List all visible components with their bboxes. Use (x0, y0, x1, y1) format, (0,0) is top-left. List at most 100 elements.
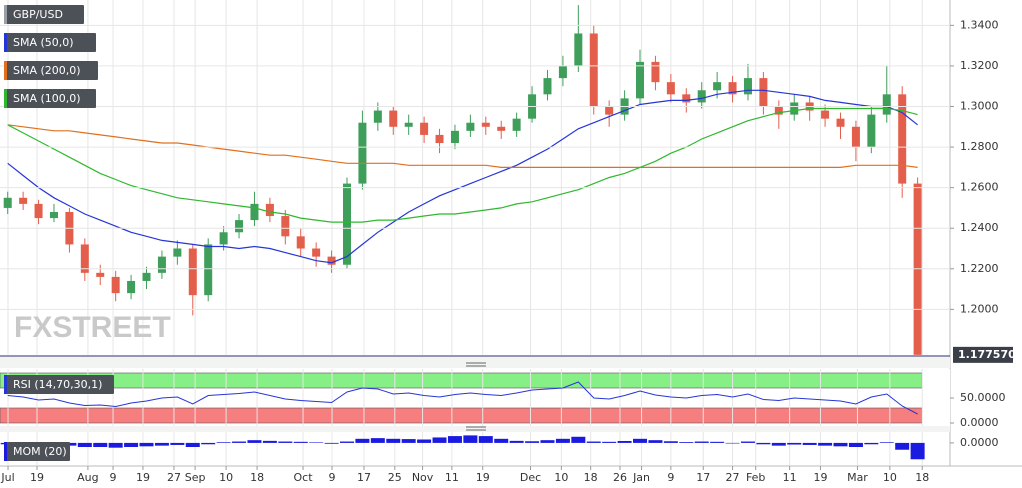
mom-bar (124, 442, 139, 447)
mom-bar (571, 436, 586, 443)
mom-bar (139, 442, 154, 447)
x-tick-label: 11 (445, 471, 459, 484)
mom-bar (401, 439, 416, 443)
y-tick-label: 1.2400 (960, 221, 999, 234)
candle-body (389, 110, 398, 127)
y-tick-label: 0.0000 (960, 436, 999, 449)
y-tick-label: 1.2800 (960, 140, 999, 153)
candle-body (512, 118, 521, 131)
candle-body (358, 122, 367, 184)
mom-bar (93, 442, 108, 447)
y-tick-label: 1.2000 (960, 302, 999, 315)
watermark: FXSTREET (14, 311, 171, 344)
legend-box (4, 5, 84, 24)
candle-body (3, 197, 12, 208)
divider-handle[interactable] (466, 362, 486, 367)
candle-body (728, 82, 737, 95)
candle-body (790, 102, 799, 115)
candle-body (111, 276, 120, 294)
candle-body (296, 236, 305, 249)
band (0, 372, 923, 389)
candle-body (404, 122, 413, 127)
mom-bar (633, 438, 648, 443)
panel-divider[interactable] (0, 426, 950, 432)
x-tick-label: 9 (110, 471, 117, 484)
mom-bar (617, 441, 632, 443)
x-tick-label: Mar (847, 471, 868, 484)
x-tick-label: Oct (294, 471, 314, 484)
mom-bar (879, 442, 894, 443)
legend-item: RSI (14,70,30,1) (4, 375, 114, 394)
x-tick-label: 18 (250, 471, 264, 484)
candle-body (96, 272, 105, 277)
sma-line (7, 124, 918, 168)
mom-bar (216, 442, 231, 443)
x-tick-label: Jan (632, 471, 650, 484)
legend-label: SMA (200,0) (13, 64, 81, 77)
legend-box (4, 33, 96, 52)
x-tick-label: 10 (219, 471, 233, 484)
candle-body (420, 122, 429, 135)
candle-body (142, 272, 151, 281)
mom-bar (648, 440, 663, 443)
candle-body (851, 126, 860, 148)
mom-bar (417, 439, 432, 443)
candle-body (204, 244, 213, 296)
candle-body (774, 106, 783, 115)
candle-body (697, 90, 706, 103)
candle-body (19, 197, 28, 204)
candle-body (373, 110, 382, 123)
mom-bar (154, 442, 169, 446)
candle-body (312, 248, 321, 257)
sma-line (7, 107, 918, 223)
legend-swatch (4, 375, 7, 394)
candle-body (882, 94, 891, 115)
candle-body (574, 33, 583, 66)
x-tick-label: Nov (412, 471, 434, 484)
rsi-line (7, 381, 918, 415)
mom-bar (447, 436, 462, 443)
candle-body (435, 134, 444, 144)
mom-bar (756, 442, 771, 445)
legend-item: SMA (100,0) (4, 89, 96, 108)
legend-box (4, 61, 98, 80)
mom-bar (509, 440, 524, 443)
x-tick-label: 27 (167, 471, 181, 484)
mom-bar (725, 442, 740, 444)
legend-box (4, 442, 70, 461)
x-tick-label: 19 (30, 471, 44, 484)
mom-bar (771, 442, 786, 446)
divider-handle[interactable] (466, 426, 486, 431)
mom-bar (432, 437, 447, 443)
x-tick-label: Sep (185, 471, 206, 484)
candle-body (250, 203, 259, 221)
candle-body (450, 130, 459, 144)
x-tick-label: 25 (388, 471, 402, 484)
legend-swatch (4, 33, 7, 52)
mom-bar (848, 442, 863, 447)
candle-body (157, 256, 166, 273)
x-tick-label: 17 (696, 471, 710, 484)
candle-body (867, 114, 876, 148)
candle-body (219, 232, 228, 245)
mom-bar (494, 438, 509, 443)
mom-bar (262, 440, 277, 443)
y-tick-label: 0.0000 (960, 416, 999, 429)
y-tick-label: 1.3000 (960, 100, 999, 113)
candle-body (836, 118, 845, 127)
mom-bar (339, 441, 354, 443)
y-tick-label: 1.2600 (960, 181, 999, 194)
mom-bar (895, 442, 910, 450)
legend-item: SMA (50,0) (4, 33, 96, 52)
candle-body (743, 78, 752, 95)
mom-bar (108, 442, 123, 448)
plot-layer (0, 0, 950, 465)
x-tick-label: 9 (329, 471, 336, 484)
x-tick-label: Dec (520, 471, 541, 484)
mom-bar (864, 442, 879, 445)
candle-body (713, 82, 722, 91)
candle-body (682, 94, 691, 103)
mom-bar (540, 440, 555, 443)
mom-bar (77, 442, 92, 447)
mom-bar (309, 442, 324, 443)
